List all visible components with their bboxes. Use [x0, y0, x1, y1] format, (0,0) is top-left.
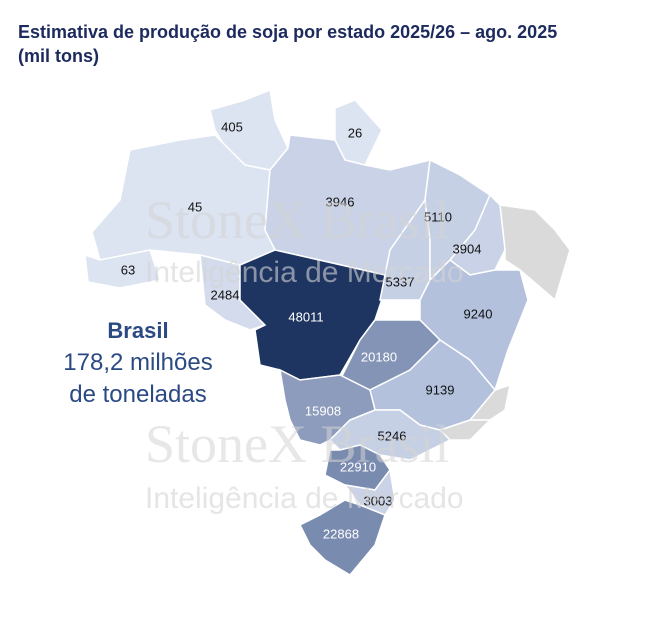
- callout-heading: Brasil: [107, 318, 168, 343]
- region-value: 45: [188, 199, 202, 214]
- region-value: 405: [221, 119, 243, 134]
- callout-text: de toneladas: [69, 381, 206, 408]
- states-layer: [84, 88, 571, 576]
- region-value: 63: [121, 262, 135, 277]
- region-value: 5110: [424, 209, 452, 224]
- region-value: 9240: [464, 306, 493, 321]
- watermark: Inteligência de Mercado: [145, 482, 464, 515]
- region-value: 3946: [326, 194, 355, 209]
- region-value: 26: [348, 125, 362, 140]
- region-value: 3003: [364, 493, 393, 508]
- watermark: StoneX Brasil: [145, 190, 450, 250]
- state-region: [84, 249, 161, 289]
- region-value: 5337: [386, 274, 415, 289]
- region-value: 22868: [323, 526, 359, 541]
- state-region: [298, 499, 386, 576]
- title: (mil tons): [18, 46, 99, 66]
- region-value: 48011: [288, 309, 323, 324]
- region-value: 9139: [426, 382, 455, 397]
- region-value: 22910: [340, 459, 376, 474]
- labels-layer: 405 26 45 63 2484 3946 48011 5337 5110 3904 9240 20…: [121, 119, 493, 541]
- callout-text: 178,2 milhões: [63, 349, 212, 376]
- watermark: Inteligência de Mercado: [145, 256, 464, 289]
- region-value: 5246: [378, 428, 407, 443]
- region-value: 3904: [453, 241, 482, 256]
- region-value: 15908: [305, 403, 341, 418]
- state-shape: [499, 204, 571, 302]
- region-value: 2484: [211, 287, 240, 302]
- watermark: StoneX Brasil: [145, 414, 450, 474]
- region-value: 20180: [361, 349, 397, 364]
- title: Estimativa de produção de soja por estad…: [18, 22, 557, 42]
